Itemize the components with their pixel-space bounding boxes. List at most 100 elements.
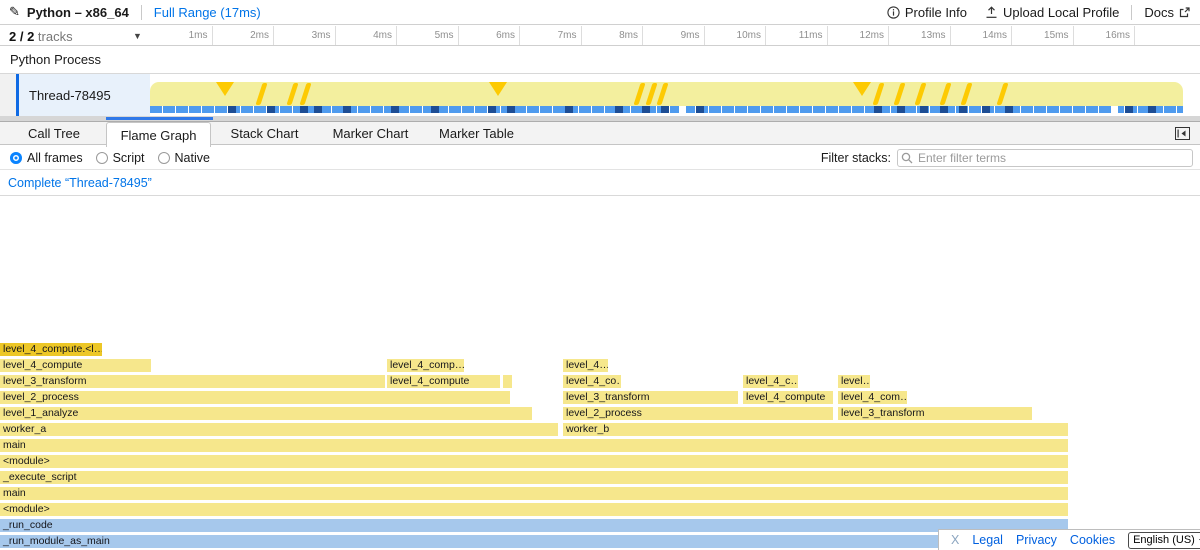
ruler-tick (765, 26, 766, 45)
ruler-tick (211, 26, 213, 45)
tracks-dropdown-icon[interactable]: ▼ (133, 31, 142, 41)
docs-button[interactable]: Docs (1144, 5, 1190, 20)
radio-all-frames[interactable]: All frames (10, 151, 83, 165)
flame-block[interactable]: level_2_process (0, 391, 510, 404)
radio-script[interactable]: Script (95, 151, 145, 165)
tab-call-tree[interactable]: Call Tree (27, 126, 81, 141)
footer-x-link[interactable]: X (951, 533, 960, 547)
footer-legal-link[interactable]: Legal (972, 533, 1003, 547)
radio-checked-icon (10, 151, 22, 164)
flame-block[interactable]: level_4_compute (0, 359, 151, 372)
samples-dark-segment (874, 106, 882, 113)
language-select[interactable]: English (US) (1128, 531, 1200, 549)
marker-slash-icon[interactable] (960, 83, 973, 105)
ruler-tick-label: 11ms (798, 30, 823, 41)
marker-slash-icon[interactable] (255, 83, 268, 105)
flame-block[interactable]: level_4_compute.<l… (0, 343, 102, 356)
flame-block[interactable]: <module> (0, 503, 1068, 516)
flame-block[interactable]: level_4_co… (563, 375, 621, 388)
flame-block[interactable]: level_4_comp… (387, 359, 464, 372)
ruler-tick-label: 16ms (1105, 30, 1130, 41)
flame-block[interactable]: level… (838, 375, 870, 388)
flame-block[interactable]: level_3_transform (563, 391, 738, 404)
ruler-tick-label: 3ms (311, 30, 331, 41)
tracks-word: tracks (37, 29, 73, 44)
flame-block[interactable]: level_3_transform (0, 375, 385, 388)
profile-info-button[interactable]: Profile Info (887, 5, 967, 20)
marker-slash-icon[interactable] (996, 83, 1009, 105)
marker-slash-icon[interactable] (656, 83, 669, 105)
marker-slash-icon[interactable] (893, 83, 906, 105)
marker-triangle-icon[interactable] (216, 82, 234, 96)
tab-marker-table[interactable]: Marker Table (439, 126, 514, 141)
flame-block[interactable]: <module> (0, 455, 1068, 468)
marker-triangle-icon[interactable] (853, 82, 871, 96)
ruler-tick-label: 5ms (434, 30, 454, 41)
flame-block[interactable]: _run_module_as_main (0, 535, 1068, 548)
flame-block[interactable]: _run_code (0, 519, 1068, 532)
flame-block[interactable]: level_4… (563, 359, 608, 372)
header-right: Profile Info Upload Local Profile Docs (869, 4, 1200, 20)
ruler-tick (888, 26, 889, 45)
sidebar-toggle-icon[interactable] (1175, 127, 1190, 145)
flame-block[interactable]: level_4_com… (838, 391, 907, 404)
full-range-button[interactable]: Full Range (17ms) (153, 4, 261, 20)
flame-block[interactable]: level_4_compute (743, 391, 833, 404)
samples-strip (150, 106, 1183, 113)
upload-local-profile-button[interactable]: Upload Local Profile (985, 5, 1119, 20)
filter-stacks-input[interactable] (897, 148, 1193, 167)
ruler-tick-label: 12ms (859, 30, 884, 41)
samples-dark-segment (314, 106, 322, 113)
breadcrumb[interactable]: Complete “Thread-78495” (8, 176, 152, 190)
thread-activity-graph[interactable] (150, 74, 1183, 116)
filter-wrap: Filter stacks: (821, 148, 1200, 167)
thread-track[interactable]: Thread-78495 (0, 74, 1200, 116)
marker-slash-icon[interactable] (633, 83, 646, 105)
edit-profile-name-icon[interactable]: ✎ (9, 4, 20, 19)
thread-track-label[interactable]: Thread-78495 (19, 74, 150, 116)
process-track[interactable]: Python Process (0, 46, 1200, 74)
ruler-tick-label: 10ms (736, 30, 761, 41)
tab-stack-chart[interactable]: Stack Chart (230, 126, 299, 141)
ruler-tick (273, 26, 274, 45)
timeline-ruler: 1ms 2ms 3ms 4ms 5ms 6ms 7ms 8ms 9ms 10ms 11ms 12ms 1… (150, 26, 1200, 45)
tab-flame-graph[interactable]: Flame Graph (106, 122, 211, 147)
marker-slash-icon[interactable] (914, 83, 927, 105)
tab-marker-chart[interactable]: Marker Chart (332, 126, 409, 141)
flame-block[interactable]: worker_b (563, 423, 1068, 436)
flame-block[interactable]: worker_a (0, 423, 558, 436)
flame-block[interactable]: main (0, 439, 1068, 452)
footer-cookies-link[interactable]: Cookies (1069, 533, 1116, 547)
thread-name: Thread-78495 (29, 87, 111, 103)
flame-block[interactable] (503, 375, 512, 388)
marker-slash-icon[interactable] (286, 83, 299, 105)
marker-triangle-icon[interactable] (489, 82, 507, 96)
radio-native[interactable]: Native (157, 151, 210, 165)
samples-dark-segment (661, 106, 669, 113)
samples-dark-segment (1148, 106, 1156, 113)
header: ✎ Python – x86_64 Full Range (17ms) Prof… (0, 0, 1200, 25)
marker-slash-icon[interactable] (645, 83, 658, 105)
profile-info-label: Profile Info (904, 4, 968, 20)
marker-slash-icon[interactable] (939, 83, 952, 105)
profile-name: Python – x86_64 (26, 4, 129, 20)
marker-slash-icon[interactable] (872, 83, 885, 105)
mini-scrollbar-thumb[interactable] (106, 117, 213, 120)
flame-block[interactable]: level_4_c… (743, 375, 798, 388)
flame-block[interactable]: level_1_analyze (0, 407, 532, 420)
flame-block[interactable]: level_4_compute (387, 375, 500, 388)
flame-block[interactable]: _execute_script (0, 471, 1068, 484)
tracks-count-button[interactable]: 2 / 2 tracks (9, 29, 73, 44)
marker-slash-icon[interactable] (299, 83, 312, 105)
flame-block[interactable]: main (0, 487, 1068, 500)
flame-block[interactable]: level_2_process (563, 407, 833, 420)
footer-privacy-link[interactable]: Privacy (1015, 533, 1057, 547)
flame-block[interactable]: level_3_transform (838, 407, 1032, 420)
ruler-tick (457, 26, 459, 45)
footer: X Legal Privacy Cookies English (US) (938, 529, 1200, 550)
ruler-tick (949, 26, 951, 45)
flame-graph-canvas[interactable]: level_4_compute.<l… level_4_compute level_… (0, 196, 1200, 550)
samples-dark-segment (565, 106, 573, 113)
samples-dark-segment (897, 106, 905, 113)
